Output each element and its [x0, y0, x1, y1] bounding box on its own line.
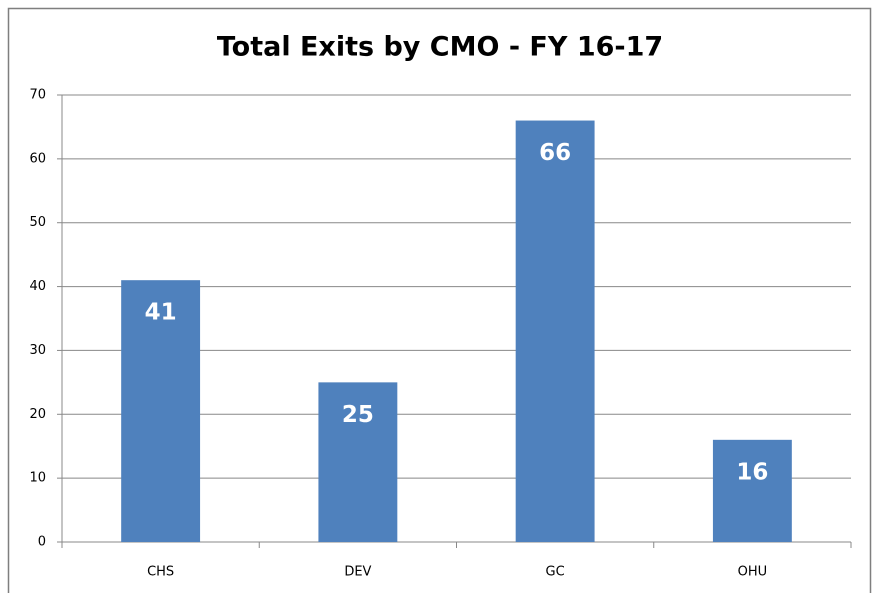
y-tick-label: 30: [29, 343, 46, 358]
data-label: 25: [342, 402, 374, 428]
y-tick-label: 10: [29, 471, 46, 486]
data-label: 41: [145, 300, 177, 326]
bar: [318, 382, 398, 542]
data-label: 66: [539, 140, 571, 166]
x-tick-label: GC: [546, 565, 565, 580]
bar: [121, 280, 201, 542]
x-tick-label: CHS: [147, 565, 174, 580]
x-tick-label: OHU: [738, 565, 768, 580]
y-tick-label: 40: [29, 279, 46, 294]
chart-title: Total Exits by CMO - FY 16-17: [217, 32, 663, 63]
data-label: 16: [736, 459, 768, 485]
bar: [515, 120, 595, 543]
y-tick-label: 20: [29, 407, 46, 422]
bar: [712, 439, 792, 542]
y-tick-label: 60: [29, 151, 46, 166]
x-tick-label: DEV: [344, 565, 371, 580]
y-tick-label: 50: [29, 215, 46, 230]
y-tick-label: 0: [38, 535, 46, 550]
y-tick-label: 70: [29, 88, 46, 103]
